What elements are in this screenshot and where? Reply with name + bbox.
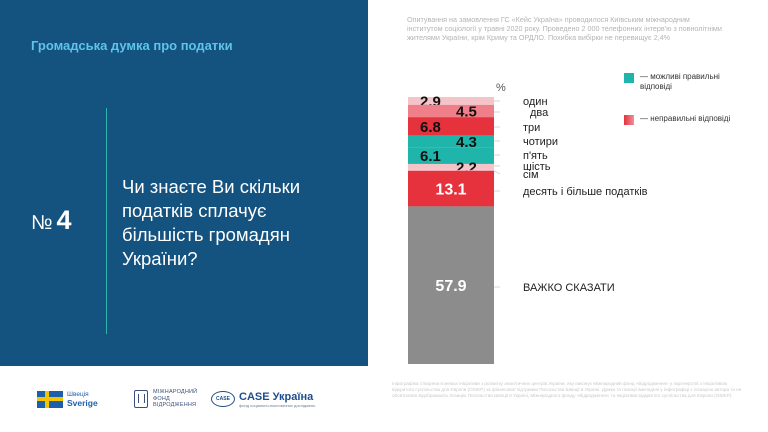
bar-segment-1 [408,97,494,105]
legend-swatch-correct [624,73,634,83]
footer-note: Інфографіка створена в межах Ініціативи … [392,381,742,399]
value-label-4: 4.3 [456,134,477,151]
fund-logo-line1: МІЖНАРОДНИЙ [153,389,198,396]
legend-item-correct: — можливі правильні відповіді [624,72,750,92]
logo-bar: Швеція Sverige МІЖНАРОДНИЙ ФОНД ВІДРОДЖЕ… [0,366,368,432]
percent-unit: % [496,82,506,94]
case-logo-name: CASE Україна [239,390,314,403]
category-connector-7 [493,170,501,175]
question-text: Чи знаєте Ви скільки податків сплачує бі… [122,176,301,269]
question-number: № 4 [31,205,72,236]
source-note: Опитування на замовлення ГС «Кейс Україн… [407,15,722,42]
legend-label-wrong: — неправильні відповіді [640,114,731,123]
sweden-logo: Швеція Sverige [37,388,98,410]
fund-logo-line2: ФОНД [153,395,170,402]
bar-segment-6 [408,163,494,170]
fund-logo: МІЖНАРОДНИЙ ФОНД ВІДРОДЖЕННЯ [134,388,197,410]
category-label-2: два [530,107,549,119]
page-title: Громадська думка про податки [31,38,233,53]
fund-mark-icon [134,390,148,408]
bar-segment-7 [408,169,494,171]
bar-segment-9 [408,206,494,364]
sweden-flag-icon [37,390,63,408]
value-label-5: 6.1 [420,148,441,165]
bar-segment-2 [408,104,494,118]
category-label-1: один [523,96,548,108]
value-label-9: 57.9 [435,278,466,295]
left-panel: Громадська думка про податки № 4 Чи знаєт… [0,0,368,366]
legend-label-correct: — можливі правильні відповіді [640,72,720,91]
bar-segment-8 [408,170,494,207]
bar-segment-4 [408,135,494,148]
value-label-8: 13.1 [435,182,466,199]
question-number-prefix: № [31,212,53,234]
case-logo: CASE CASE Україна фонд соціально-економі… [211,388,315,410]
sweden-logo-line2: Sverige [67,398,98,408]
fund-logo-line3: ВІДРОДЖЕННЯ [153,402,197,409]
question-number-value: 4 [56,205,72,235]
divider-line [106,108,107,334]
case-logo-subtitle: фонд соціально-економічних досліджень [239,402,316,408]
bar-segment-5 [408,147,494,164]
legend-swatch-wrong [624,115,634,125]
sweden-logo-line1: Швеція [67,391,89,398]
value-label-2: 4.5 [456,104,477,121]
bar-segment-3 [408,117,494,136]
category-label-5: п'ять [523,150,548,162]
category-label-9: ВАЖКО СКАЗАТИ [523,282,615,294]
category-label-7: сім [523,169,539,181]
legend-item-wrong: — неправильні відповіді [624,114,750,125]
case-mark-icon: CASE [211,391,235,407]
category-label-6: шість [523,161,551,173]
category-label-3: три [523,122,540,134]
category-label-4: чотири [523,136,558,148]
category-label-8: десять і більше податків [523,186,648,198]
value-label-3: 6.8 [420,119,441,136]
